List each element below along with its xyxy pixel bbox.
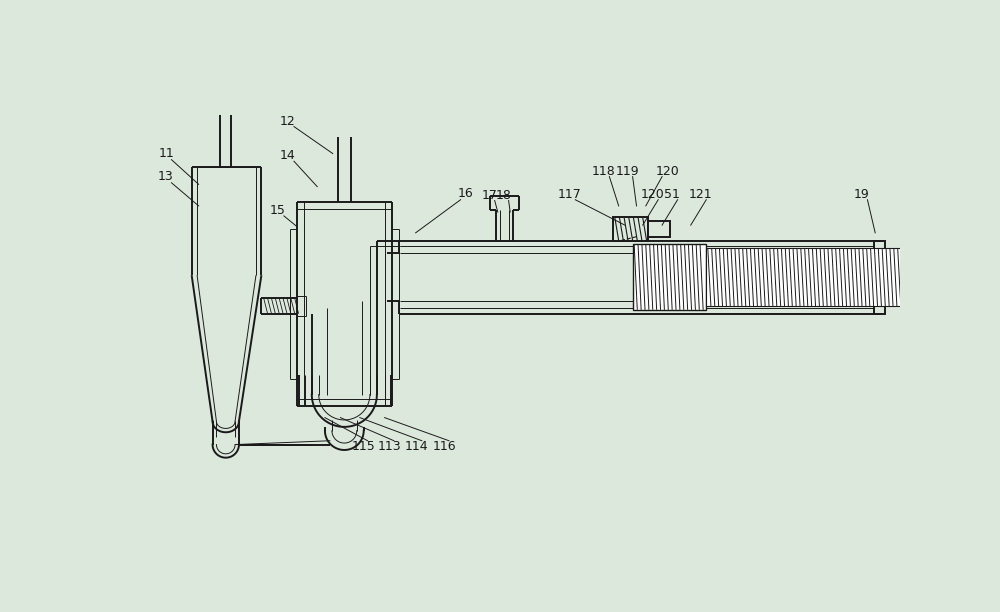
Text: 16: 16 bbox=[458, 187, 474, 200]
Bar bbox=[633, 244, 706, 310]
Text: 118: 118 bbox=[591, 165, 615, 177]
Text: 117: 117 bbox=[557, 188, 581, 201]
Text: 119: 119 bbox=[615, 165, 639, 177]
Text: 113: 113 bbox=[377, 441, 401, 453]
Bar bbox=[613, 217, 648, 241]
Bar bbox=[874, 241, 885, 314]
Text: 14: 14 bbox=[280, 149, 296, 162]
Text: 19: 19 bbox=[853, 188, 869, 201]
Text: 114: 114 bbox=[405, 441, 428, 453]
Text: 51: 51 bbox=[664, 188, 680, 201]
Text: 120: 120 bbox=[656, 165, 679, 177]
Text: 116: 116 bbox=[432, 441, 456, 453]
Bar bbox=[706, 248, 931, 306]
Text: 17: 17 bbox=[481, 188, 497, 201]
Text: 120: 120 bbox=[641, 188, 665, 201]
Text: 121: 121 bbox=[689, 188, 713, 201]
Bar bbox=[648, 220, 670, 237]
Text: 18: 18 bbox=[495, 188, 511, 201]
Text: 11: 11 bbox=[158, 147, 174, 160]
Text: 15: 15 bbox=[270, 204, 286, 217]
Text: 115: 115 bbox=[352, 441, 376, 453]
Text: 13: 13 bbox=[157, 170, 173, 183]
Text: 12: 12 bbox=[280, 114, 296, 128]
